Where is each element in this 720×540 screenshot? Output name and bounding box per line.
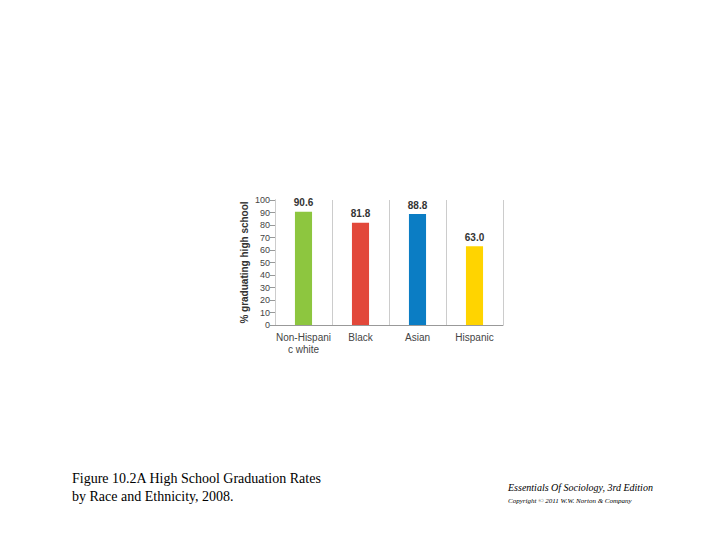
html-text:Figure 10.2A High School Gradu: Figure 10.2A High School Graduation Rate… bbox=[72, 471, 321, 486]
svg-text:10: 10 bbox=[260, 308, 270, 318]
svg-text:Hispanic: Hispanic bbox=[455, 332, 493, 343]
svg-text:30: 30 bbox=[260, 283, 270, 293]
html-text:Essentials Of Sociology, 3rd E: Essentials Of Sociology, 3rd Edition bbox=[508, 482, 653, 493]
svg-text:% graduating high school: % graduating high school bbox=[239, 201, 250, 323]
svg-text:0: 0 bbox=[265, 320, 270, 330]
svg-text:100: 100 bbox=[255, 195, 270, 205]
svg-text:20: 20 bbox=[260, 295, 270, 305]
svg-text:70: 70 bbox=[260, 233, 270, 243]
html-text:Copyright © 2011 W.W. Norton &: Copyright © 2011 W.W. Norton & Company bbox=[508, 497, 632, 505]
svg-text:60: 60 bbox=[260, 245, 270, 255]
svg-text:88.8: 88.8 bbox=[408, 200, 428, 211]
svg-text:81.8: 81.8 bbox=[351, 208, 371, 219]
html-text:by Race and Ethnicity, 2008.: by Race and Ethnicity, 2008. bbox=[72, 489, 234, 504]
svg-text:90.6: 90.6 bbox=[294, 197, 314, 208]
svg-text:63.0: 63.0 bbox=[465, 232, 485, 243]
svg-text:Asian: Asian bbox=[405, 332, 430, 343]
svg-text:c white: c white bbox=[288, 344, 320, 355]
svg-text:Non-Hispani: Non-Hispani bbox=[276, 332, 331, 343]
svg-text:90: 90 bbox=[260, 208, 270, 218]
svg-text:80: 80 bbox=[260, 220, 270, 230]
svg-text:50: 50 bbox=[260, 258, 270, 268]
svg-text:Black: Black bbox=[348, 332, 373, 343]
svg-text:40: 40 bbox=[260, 270, 270, 280]
